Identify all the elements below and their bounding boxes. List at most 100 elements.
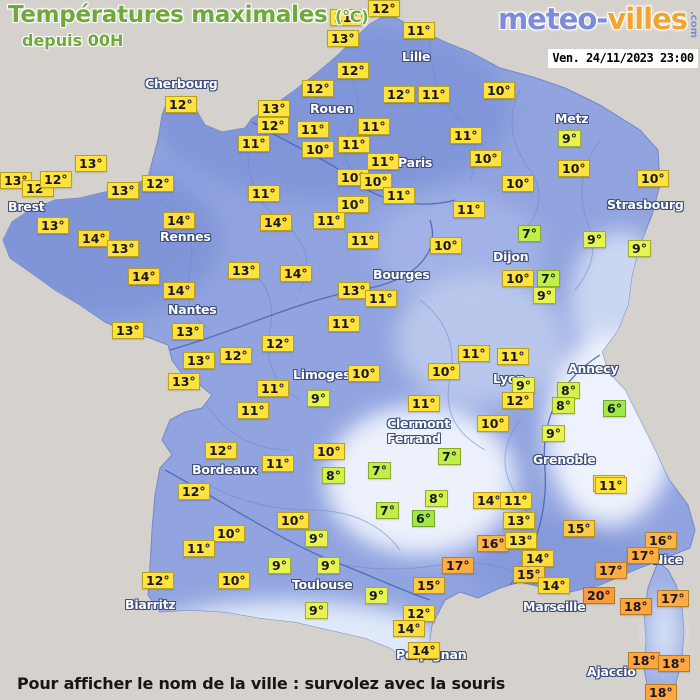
- temp-badge[interactable]: 17°: [442, 557, 474, 574]
- temp-badge[interactable]: 12°: [262, 335, 294, 352]
- temp-badge[interactable]: 13°: [338, 282, 370, 299]
- temp-badge[interactable]: 11°: [237, 402, 269, 419]
- temp-badge[interactable]: 11°: [248, 185, 280, 202]
- temp-badge[interactable]: 11°: [330, 9, 362, 26]
- temp-badge[interactable]: 7°: [376, 502, 399, 519]
- temp-badge[interactable]: 7°: [368, 462, 391, 479]
- temp-badge[interactable]: 10°: [277, 512, 309, 529]
- temp-badge[interactable]: 11°: [365, 290, 397, 307]
- temp-badge[interactable]: 14°: [128, 268, 160, 285]
- temp-badge[interactable]: 11°: [347, 232, 379, 249]
- temp-badge[interactable]: 12°: [368, 0, 400, 17]
- temp-badge[interactable]: 7°: [518, 225, 541, 242]
- temp-badge[interactable]: 9°: [583, 231, 606, 248]
- temp-badge[interactable]: 9°: [305, 530, 328, 547]
- temp-badge[interactable]: 9°: [512, 377, 535, 394]
- temp-badge[interactable]: 14°: [163, 212, 195, 229]
- temp-badge[interactable]: 15°: [513, 566, 545, 583]
- temp-badge[interactable]: 9°: [305, 602, 328, 619]
- temp-badge[interactable]: 7°: [537, 270, 560, 287]
- temp-badge[interactable]: 9°: [533, 287, 556, 304]
- temp-badge[interactable]: 10°: [313, 443, 345, 460]
- temp-badge[interactable]: 9°: [317, 557, 340, 574]
- temp-badge[interactable]: 10°: [337, 196, 369, 213]
- temp-badge[interactable]: 11°: [367, 153, 399, 170]
- temp-badge[interactable]: 6°: [412, 510, 435, 527]
- temp-badge[interactable]: 12°: [142, 175, 174, 192]
- temp-badge[interactable]: 13°: [228, 262, 260, 279]
- temp-badge[interactable]: 14°: [78, 230, 110, 247]
- temp-badge[interactable]: 11°: [408, 395, 440, 412]
- temp-badge[interactable]: 11°: [358, 118, 390, 135]
- temp-badge[interactable]: 14°: [393, 620, 425, 637]
- temp-badge[interactable]: 14°: [408, 642, 440, 659]
- temp-badge[interactable]: 11°: [458, 345, 490, 362]
- temp-badge[interactable]: 11°: [403, 22, 435, 39]
- temp-badge[interactable]: 10°: [360, 173, 392, 190]
- temp-badge[interactable]: 12°: [302, 80, 334, 97]
- temp-badge[interactable]: 11°: [338, 136, 370, 153]
- temp-badge[interactable]: 13°: [258, 100, 290, 117]
- temp-badge[interactable]: 16°: [645, 532, 677, 549]
- temp-badge[interactable]: 13°: [75, 155, 107, 172]
- temp-badge[interactable]: 13°: [505, 532, 537, 549]
- temp-badge[interactable]: 13°: [107, 182, 139, 199]
- temp-badge[interactable]: 12°: [220, 347, 252, 364]
- temp-badge[interactable]: 6°: [603, 400, 626, 417]
- temp-badge[interactable]: 10°: [483, 82, 515, 99]
- temp-badge[interactable]: 11°: [313, 212, 345, 229]
- temp-badge[interactable]: 18°: [658, 655, 690, 672]
- temp-badge[interactable]: 20°: [583, 587, 615, 604]
- temp-badge[interactable]: 17°: [657, 590, 689, 607]
- temp-badge[interactable]: 11°: [183, 540, 215, 557]
- temp-badge[interactable]: 13°: [503, 512, 535, 529]
- temp-badge[interactable]: 14°: [280, 265, 312, 282]
- temp-badge[interactable]: 10°: [477, 415, 509, 432]
- temp-badge[interactable]: 15°: [413, 577, 445, 594]
- temp-badge[interactable]: 14°: [522, 550, 554, 567]
- temp-badge[interactable]: 12°: [257, 117, 289, 134]
- temp-badge[interactable]: 17°: [595, 562, 627, 579]
- temp-badge[interactable]: 9°: [628, 240, 651, 257]
- temp-badge[interactable]: 13°: [37, 217, 69, 234]
- temp-badge[interactable]: 13°: [168, 373, 200, 390]
- temp-badge[interactable]: 10°: [213, 525, 245, 542]
- temp-badge[interactable]: 10°: [502, 270, 534, 287]
- temp-badge[interactable]: 11°: [595, 477, 627, 494]
- temp-badge[interactable]: 9°: [542, 425, 565, 442]
- temp-badge[interactable]: 12°: [165, 96, 197, 113]
- temp-badge[interactable]: 11°: [297, 121, 329, 138]
- temp-badge[interactable]: 12°: [337, 62, 369, 79]
- temp-badge[interactable]: 10°: [558, 160, 590, 177]
- temp-badge[interactable]: 11°: [418, 86, 450, 103]
- temp-badge[interactable]: 14°: [260, 214, 292, 231]
- temp-badge[interactable]: 12°: [403, 605, 435, 622]
- temp-badge[interactable]: 14°: [538, 577, 570, 594]
- temp-badge[interactable]: 11°: [262, 455, 294, 472]
- temp-badge[interactable]: 13°: [183, 352, 215, 369]
- temp-badge[interactable]: 9°: [307, 390, 330, 407]
- temp-badge[interactable]: 11°: [497, 348, 529, 365]
- temp-badge[interactable]: 18°: [620, 598, 652, 615]
- temp-badge[interactable]: 11°: [238, 135, 270, 152]
- temp-badge[interactable]: 16°: [477, 535, 509, 552]
- temp-badge[interactable]: 12°: [40, 171, 72, 188]
- temp-badge[interactable]: 10°: [502, 175, 534, 192]
- temp-badge[interactable]: 12°: [178, 483, 210, 500]
- meteo-villes-logo[interactable]: meteo-villes .com: [498, 2, 699, 38]
- temp-badge[interactable]: 9°: [365, 587, 388, 604]
- temp-badge[interactable]: 8°: [425, 490, 448, 507]
- temp-badge[interactable]: 10°: [218, 572, 250, 589]
- temp-badge[interactable]: 9°: [558, 130, 581, 147]
- temp-badge[interactable]: 8°: [322, 467, 345, 484]
- temp-badge[interactable]: 8°: [552, 397, 575, 414]
- temp-badge[interactable]: 12°: [502, 392, 534, 409]
- temp-badge[interactable]: 8°: [557, 382, 580, 399]
- temp-badge[interactable]: 11°: [500, 492, 532, 509]
- temp-badge[interactable]: 13°: [327, 30, 359, 47]
- temp-badge[interactable]: 11°: [450, 127, 482, 144]
- temp-badge[interactable]: 11°: [453, 201, 485, 218]
- temp-badge[interactable]: 14°: [163, 282, 195, 299]
- temp-badge[interactable]: 10°: [302, 141, 334, 158]
- temp-badge[interactable]: 11°: [257, 380, 289, 397]
